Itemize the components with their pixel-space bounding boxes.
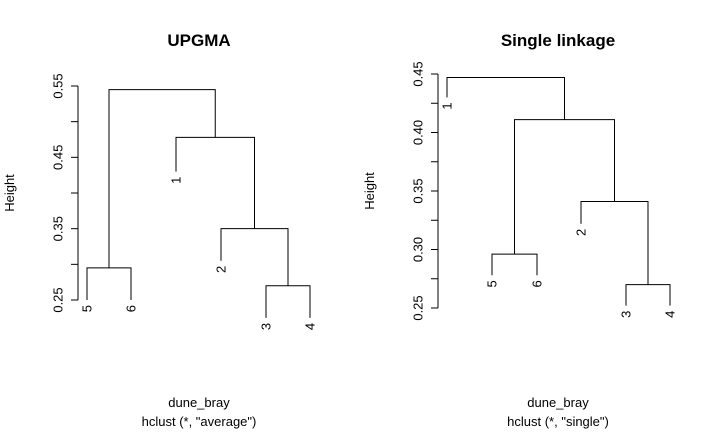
y-tick-label: 0.30 bbox=[411, 237, 426, 262]
method-label: hclust (*, "average") bbox=[142, 414, 257, 429]
dendrogram-branch bbox=[580, 201, 649, 285]
y-axis-label: Height bbox=[2, 174, 17, 212]
dendrogram-branch bbox=[86, 267, 132, 300]
y-axis-label: Height bbox=[362, 172, 377, 210]
chart-title: UPGMA bbox=[167, 31, 230, 50]
dendrogram-branch bbox=[514, 119, 615, 255]
dendrogram-branch bbox=[265, 285, 311, 318]
leaf-label: 3 bbox=[259, 323, 274, 330]
leaf-label: 5 bbox=[485, 280, 500, 287]
leaf-label: 2 bbox=[574, 229, 589, 236]
leaf-label: 6 bbox=[124, 305, 139, 312]
leaf-label: 4 bbox=[303, 323, 318, 330]
y-tick-label: 0.35 bbox=[411, 178, 426, 203]
dendrogram-branch bbox=[625, 284, 671, 306]
y-tick-label: 0.55 bbox=[51, 73, 66, 98]
leaf-label: 1 bbox=[440, 102, 455, 109]
leaf-label: 5 bbox=[80, 305, 95, 312]
chart-panel-2: Single linkage 0.25 0.30 0.35 0.40 0.45 Height… bbox=[362, 31, 678, 429]
y-tick-label: 0.45 bbox=[51, 145, 66, 170]
dendrogram-branch bbox=[446, 77, 565, 120]
leaf-label: 3 bbox=[619, 311, 634, 318]
x-axis-label: dune_bray bbox=[168, 395, 230, 410]
y-tick-label: 0.40 bbox=[411, 120, 426, 145]
dendrogram-branch bbox=[108, 89, 216, 268]
leaf-label: 6 bbox=[530, 280, 545, 287]
leaf-label: 4 bbox=[663, 311, 678, 318]
method-label: hclust (*, "single") bbox=[507, 414, 609, 429]
y-tick-label: 0.45 bbox=[411, 61, 426, 86]
chart-title: Single linkage bbox=[501, 31, 615, 50]
y-tick-label: 0.25 bbox=[51, 287, 66, 312]
x-axis-label: dune_bray bbox=[527, 395, 589, 410]
dendrogram-branch bbox=[220, 228, 289, 286]
y-tick-label: 0.25 bbox=[411, 295, 426, 320]
leaf-label: 2 bbox=[214, 266, 229, 273]
y-tick-label: 0.35 bbox=[51, 216, 66, 241]
dendrogram-branch bbox=[491, 253, 538, 276]
chart-panel-1: UPGMA 0.25 0.35 0.45 0.55 Height 5 6 1 2 3 4 dune_br… bbox=[2, 31, 318, 429]
dendrogram-branch bbox=[175, 136, 255, 229]
leaf-label: 1 bbox=[169, 177, 184, 184]
